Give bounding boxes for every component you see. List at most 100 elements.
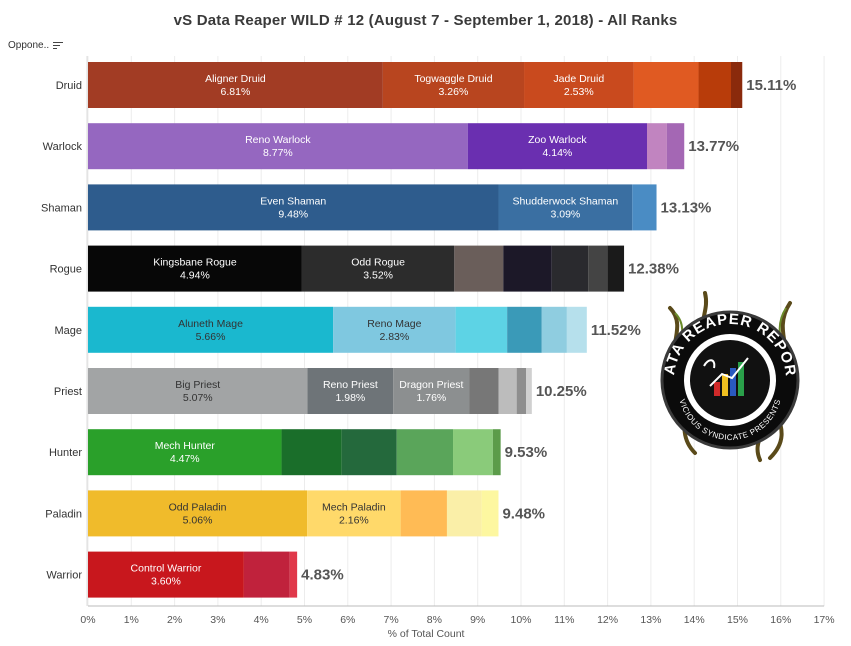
bar-segment[interactable] <box>492 429 501 476</box>
bar-segment[interactable] <box>88 368 308 414</box>
bar-segment[interactable] <box>88 490 308 537</box>
bar-segment[interactable] <box>289 551 298 598</box>
bar-segment[interactable] <box>301 245 455 292</box>
x-tick-label: 10% <box>510 614 531 626</box>
bar-segment[interactable] <box>281 429 342 476</box>
x-axis-title: % of Total Count <box>388 628 465 640</box>
segment-name-label: Zoo Warlock <box>528 134 587 146</box>
bar-segment[interactable] <box>503 245 552 292</box>
segment-name-label: Odd Paladin <box>169 501 227 513</box>
bar-segment[interactable] <box>541 306 567 353</box>
bar-segment[interactable] <box>566 306 587 353</box>
segment-value-label: 2.16% <box>339 514 369 526</box>
segment-name-label: Mech Hunter <box>155 440 216 452</box>
x-tick-label: 3% <box>210 614 225 626</box>
bar-segment[interactable] <box>467 123 648 170</box>
bar-total-label: 15.11% <box>746 77 796 94</box>
segment-value-label: 5.06% <box>183 514 213 526</box>
segment-name-label: Dragon Priest <box>399 379 463 391</box>
segment-name-label: Reno Mage <box>367 318 421 330</box>
bar-segment[interactable] <box>498 368 517 414</box>
bar-segment[interactable] <box>88 551 244 598</box>
segment-value-label: 2.53% <box>564 86 594 98</box>
x-tick-label: 17% <box>814 614 835 626</box>
bar-segment[interactable] <box>633 62 699 108</box>
segment-value-label: 3.26% <box>439 86 469 98</box>
bar-segment[interactable] <box>588 245 608 292</box>
bar-total-label: 11.52% <box>591 322 641 339</box>
bar-segment[interactable] <box>647 123 667 170</box>
class-label: Priest <box>54 386 82 398</box>
bar-segment[interactable] <box>307 368 394 414</box>
bar-segment[interactable] <box>453 429 493 476</box>
bar-segment[interactable] <box>446 490 482 537</box>
bar-segment[interactable] <box>632 184 657 231</box>
x-tick-label: 13% <box>640 614 661 626</box>
x-tick-label: 14% <box>684 614 705 626</box>
bar-segment[interactable] <box>551 245 589 292</box>
x-tick-label: 5% <box>297 614 312 626</box>
bar-segment[interactable] <box>88 306 334 353</box>
sort-icon[interactable] <box>53 41 64 50</box>
bar-segment[interactable] <box>698 62 732 108</box>
bar-segment[interactable] <box>396 429 454 476</box>
segment-value-label: 9.48% <box>278 208 308 220</box>
bar-segment[interactable] <box>307 490 401 537</box>
bar-segment[interactable] <box>88 123 468 170</box>
bar-segment[interactable] <box>469 368 499 414</box>
x-tick-label: 8% <box>427 614 442 626</box>
bar-segment[interactable] <box>454 245 504 292</box>
bar-segment[interactable] <box>341 429 397 476</box>
segment-name-label: Aligner Druid <box>205 73 266 85</box>
bar-segment[interactable] <box>507 306 542 353</box>
segment-value-label: 3.52% <box>363 270 393 282</box>
x-tick-label: 9% <box>470 614 485 626</box>
bar-segment[interactable] <box>88 429 282 476</box>
segment-value-label: 3.60% <box>151 576 181 588</box>
bar-segment[interactable] <box>88 184 499 231</box>
bar-segment[interactable] <box>333 306 456 353</box>
bar-total-label: 13.77% <box>688 138 739 155</box>
class-label: Warlock <box>43 141 83 153</box>
bar-segment[interactable] <box>607 245 625 292</box>
segment-name-label: Jade Druid <box>553 73 604 85</box>
bar-segment[interactable] <box>88 62 383 108</box>
bar-segment[interactable] <box>243 551 290 598</box>
bar-segment[interactable] <box>400 490 447 537</box>
bar-segment[interactable] <box>498 184 633 231</box>
bar-segment[interactable] <box>666 123 685 170</box>
x-tick-label: 11% <box>554 614 574 626</box>
class-label: Warrior <box>46 570 82 582</box>
segment-value-label: 5.66% <box>196 331 226 343</box>
bar-segment[interactable] <box>481 490 499 537</box>
bar-total-label: 12.38% <box>628 261 679 278</box>
opponent-filter[interactable]: Oppone.. <box>8 40 64 51</box>
bar-segment[interactable] <box>516 368 527 414</box>
bar-segment[interactable] <box>455 306 508 353</box>
bar-segment[interactable] <box>382 62 525 108</box>
bar-segment[interactable] <box>524 62 634 108</box>
segment-name-label: Control Warrior <box>131 563 202 575</box>
segment-value-label: 4.47% <box>170 453 200 465</box>
segment-value-label: 3.09% <box>550 208 580 220</box>
segment-value-label: 1.98% <box>336 392 366 404</box>
x-tick-label: 1% <box>124 614 139 626</box>
bar-segment[interactable] <box>731 62 743 108</box>
x-tick-label: 0% <box>80 614 95 626</box>
bar-segment[interactable] <box>393 368 470 414</box>
bar-segment[interactable] <box>88 245 302 292</box>
segment-name-label: Reno Warlock <box>245 134 311 146</box>
bar-segment[interactable] <box>526 368 532 414</box>
class-label: Druid <box>56 80 82 92</box>
